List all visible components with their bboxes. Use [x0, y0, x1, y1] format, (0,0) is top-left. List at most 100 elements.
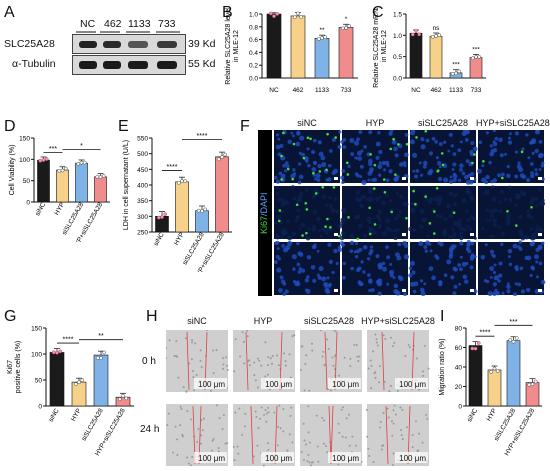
y-tick-label: 80	[455, 326, 463, 333]
fluor-col-hyp: HYP	[365, 118, 385, 128]
nucleus-dot	[431, 275, 436, 281]
nucleus-dot	[337, 247, 343, 253]
cell-texture	[189, 464, 192, 467]
nucleus-dot	[324, 203, 329, 207]
nucleus-dot	[531, 151, 535, 156]
nucleus-dot	[291, 254, 297, 260]
cell-texture	[221, 428, 224, 431]
nucleus-dot	[435, 156, 440, 160]
nucleus-dot	[378, 223, 382, 227]
ki67-dot	[373, 223, 377, 226]
data-point	[160, 215, 164, 219]
bracket-label: ****	[167, 164, 178, 171]
nucleus-dot	[489, 275, 493, 279]
cell-texture	[379, 426, 382, 429]
cell-texture	[217, 447, 220, 450]
y-axis-label: positive cells (%)	[15, 341, 22, 394]
data-point	[344, 26, 348, 30]
data-point	[454, 71, 458, 76]
cell-texture	[175, 340, 178, 343]
nucleus-dot	[521, 191, 527, 197]
cell-texture	[401, 409, 404, 412]
nucleus-dot	[377, 291, 382, 296]
nucleus-dot	[503, 197, 508, 202]
panel-letter-a: A	[4, 4, 15, 21]
nucleus-dot	[370, 288, 375, 293]
nucleus-dot	[389, 262, 393, 266]
data-point	[492, 366, 497, 371]
cell-texture	[256, 386, 259, 389]
data-point	[533, 379, 538, 384]
nucleus-dot	[517, 282, 522, 287]
y-tick-label: 300	[137, 214, 148, 221]
cell-texture	[210, 449, 213, 452]
bracket-label: ****	[197, 133, 208, 140]
nucleus-dot	[381, 200, 387, 206]
nucleus-dot	[366, 216, 372, 222]
nucleus-dot	[275, 179, 280, 184]
data-point	[473, 346, 478, 351]
nucleus-dot	[393, 236, 398, 241]
nucleus-dot	[321, 276, 327, 282]
y-tick-label: 0.2	[249, 63, 258, 70]
bar	[175, 181, 189, 233]
cell-texture	[355, 344, 358, 347]
bar	[195, 210, 209, 233]
nucleus-dot	[389, 130, 394, 133]
ki67-dot	[515, 224, 518, 227]
nucleus-dot	[514, 150, 519, 154]
nucleus-dot	[347, 164, 351, 169]
y-tick-label: 100	[19, 157, 30, 164]
nucleus-dot	[457, 263, 462, 267]
cell-texture	[351, 435, 354, 438]
cell-texture	[310, 461, 313, 464]
data-point	[95, 356, 100, 360]
ki67-dot	[506, 209, 509, 213]
nucleus-dot	[419, 173, 424, 177]
nucleus-dot	[514, 174, 519, 179]
cell-texture	[233, 459, 236, 462]
nucleus-dot	[492, 130, 497, 133]
cell-texture	[176, 438, 179, 441]
cell-texture	[426, 417, 429, 420]
cell-texture	[172, 451, 175, 454]
scratch-edge	[245, 331, 249, 391]
nucleus-dot	[408, 226, 413, 232]
cell-texture	[378, 365, 381, 368]
nucleus-dot	[296, 262, 301, 267]
nucleus-dot	[470, 253, 475, 257]
nucleus-dot	[385, 245, 389, 249]
ki67-dot	[332, 186, 336, 189]
nucleus-dot	[485, 131, 489, 135]
ki67-dot	[435, 186, 439, 190]
cell-texture	[265, 420, 268, 423]
scale-label-bg	[194, 452, 227, 463]
cell-texture	[400, 429, 403, 432]
nucleus-dot	[499, 153, 504, 158]
scratch-row-0h: 0 h	[142, 356, 156, 367]
fluorescence-tile	[478, 186, 544, 239]
nucleus-dot	[419, 279, 424, 283]
nucleus-dot	[409, 139, 415, 145]
cell-texture	[212, 437, 215, 440]
nucleus-dot	[443, 273, 448, 277]
ki67-dot	[389, 147, 393, 151]
cell-texture	[332, 330, 335, 332]
ki67-dot	[441, 163, 445, 167]
ki67-dot	[304, 201, 308, 205]
cell-texture	[338, 374, 341, 377]
bar	[56, 169, 69, 203]
nucleus-dot	[276, 214, 282, 220]
nucleus-dot	[305, 188, 309, 192]
nucleus-dot	[371, 178, 375, 182]
nucleus-dot	[512, 243, 518, 249]
cell-texture	[243, 362, 246, 365]
nucleus-dot	[328, 259, 333, 265]
nucleus-dot	[317, 275, 322, 280]
nucleus-dot	[382, 231, 388, 237]
cell-texture	[188, 362, 191, 365]
scratch-edge	[381, 331, 385, 391]
nucleus-dot	[484, 218, 488, 222]
nucleus-dot	[408, 273, 413, 278]
